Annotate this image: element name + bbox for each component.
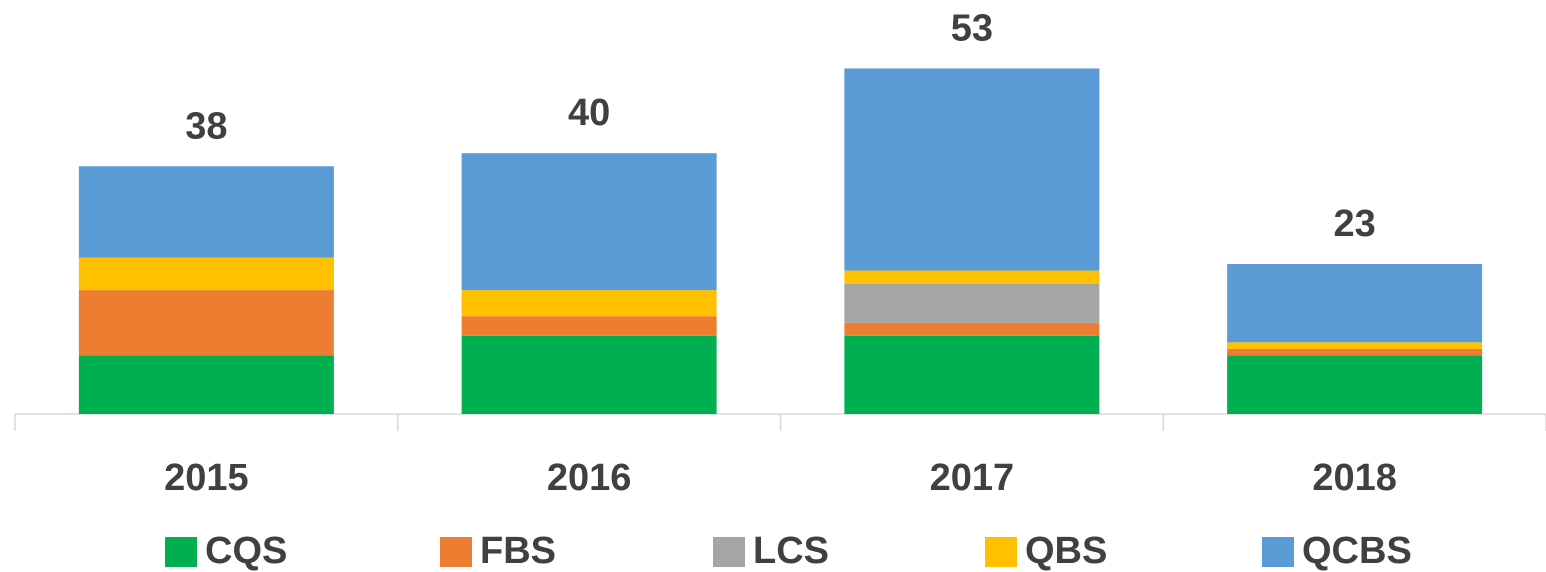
total-label: 53	[951, 7, 993, 49]
bar-segment	[461, 153, 717, 291]
bar-segment	[78, 355, 334, 414]
x-tick-label: 2016	[547, 457, 632, 499]
x-tick-label: 2015	[164, 457, 249, 499]
bar-segment	[844, 322, 1100, 336]
bar-segment	[844, 335, 1100, 414]
bar-segment	[461, 290, 717, 317]
bar-segment	[78, 257, 334, 291]
total-label: 40	[568, 92, 610, 134]
bar-segment	[1227, 264, 1483, 343]
bar-segment	[844, 270, 1100, 284]
legend-swatch	[1262, 537, 1294, 567]
legend-label: QCBS	[1302, 530, 1412, 572]
legend-label: QBS	[1025, 530, 1107, 572]
total-label: 23	[1333, 203, 1375, 245]
bar-segment	[461, 335, 717, 414]
legend-swatch	[985, 537, 1017, 567]
legend-swatch	[165, 537, 197, 567]
bar-segment	[461, 316, 717, 336]
legend-label: CQS	[205, 530, 287, 572]
legend-label: FBS	[480, 530, 556, 572]
x-tick-label: 2017	[930, 457, 1015, 499]
legend-swatch	[713, 537, 745, 567]
legend-label: LCS	[753, 530, 829, 572]
bar-segment	[1227, 342, 1483, 349]
bar-segment	[1227, 355, 1483, 414]
x-tick-label: 2018	[1312, 457, 1397, 499]
bar-segment	[844, 68, 1100, 271]
bar-segment	[78, 166, 334, 258]
bar-segment	[844, 283, 1100, 323]
legend-swatch	[440, 537, 472, 567]
bar-segment	[78, 290, 334, 356]
bar-segment	[1227, 348, 1483, 356]
total-label: 38	[185, 105, 227, 147]
